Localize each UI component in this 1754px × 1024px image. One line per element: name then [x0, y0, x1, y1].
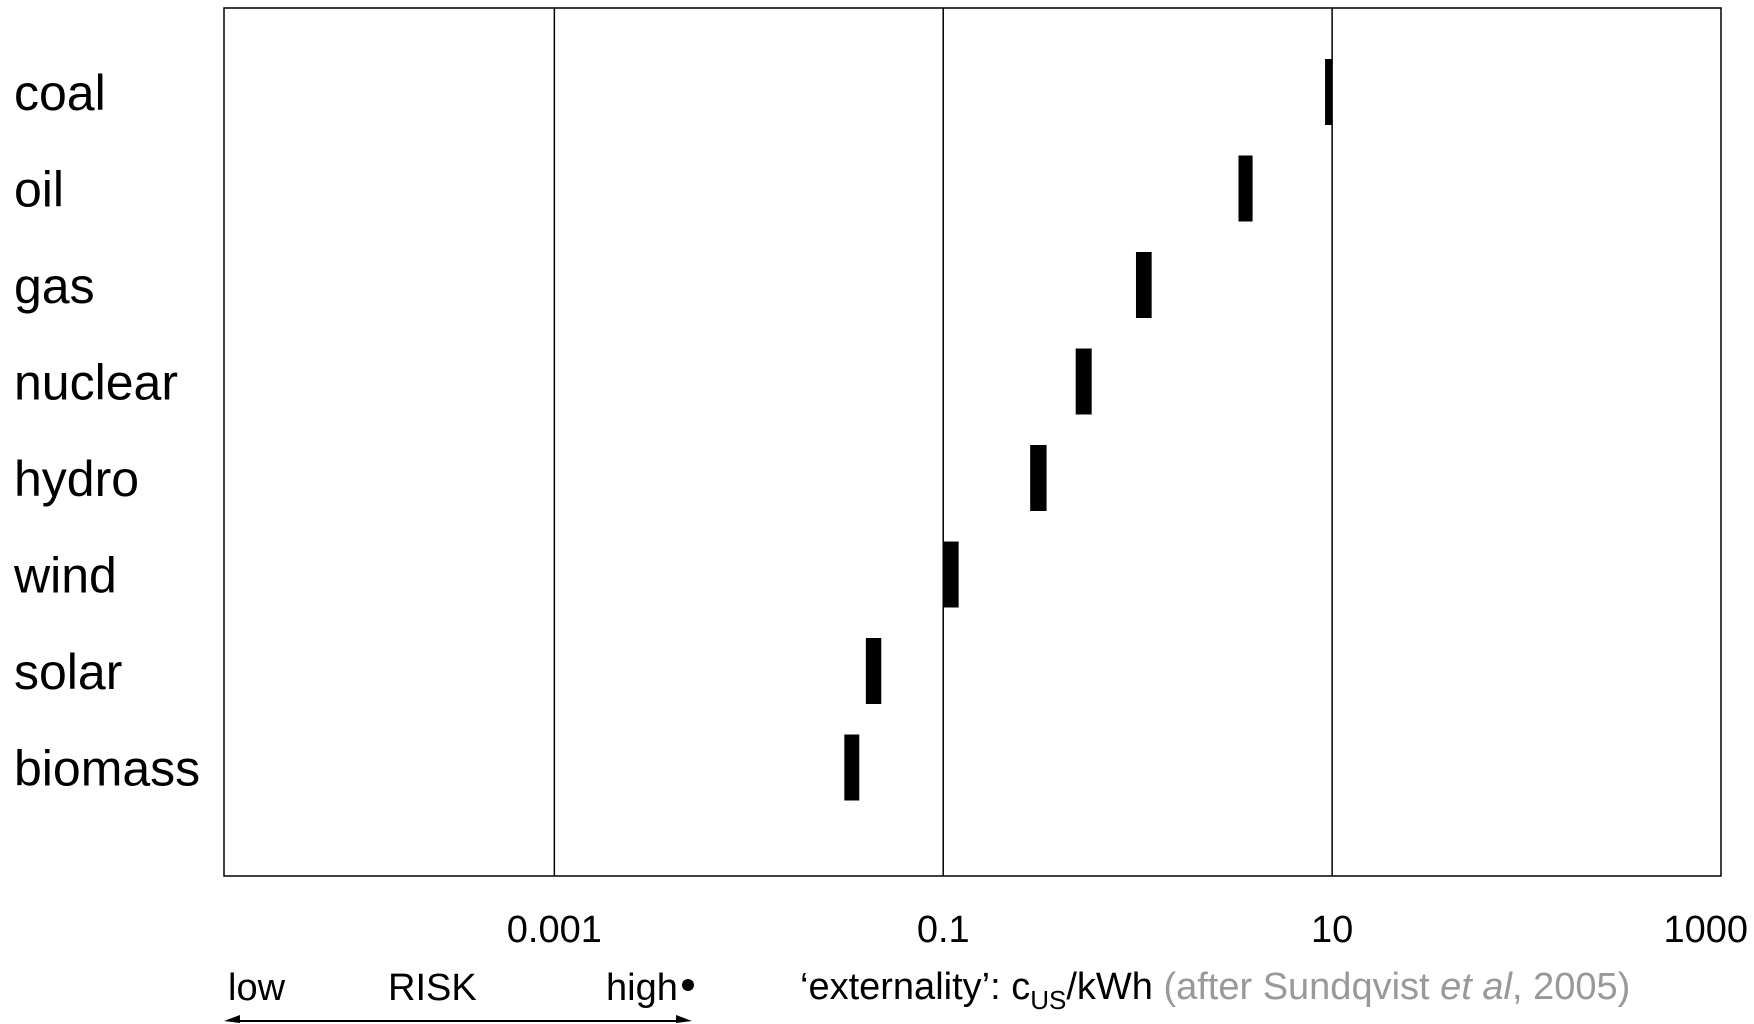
caption-prefix: ‘externality’: c — [800, 966, 1030, 1008]
bar-hydro — [1030, 445, 1047, 511]
category-label-biomass: biomass — [14, 741, 200, 797]
caption-source-italic: et al — [1440, 966, 1513, 1008]
x-axis-caption: ‘externality’: cUS/kWh (after Sundqvist … — [800, 966, 1630, 1015]
bar-solar — [865, 638, 882, 704]
x-tick-labels: 0.001 0.1 10 1000 — [507, 909, 1748, 951]
caption-source-open: (after Sundqvist — [1153, 966, 1440, 1008]
bar-coal — [1325, 59, 1333, 125]
risk-dot-marker — [682, 979, 694, 991]
bars-layer — [844, 59, 1333, 801]
risk-high-label: high — [606, 967, 678, 1009]
caption-source-close: , 2005) — [1512, 966, 1630, 1008]
risk-double-arrow — [224, 1015, 692, 1023]
risk-low-label: low — [228, 967, 286, 1009]
x-tick-label-0: 0.001 — [507, 909, 602, 951]
plot-frame — [223, 7, 1722, 877]
caption-suffix: /kWh — [1066, 966, 1153, 1008]
risk-title-label: RISK — [388, 967, 477, 1009]
bar-nuclear — [1075, 348, 1092, 415]
category-label-gas: gas — [14, 258, 95, 314]
category-label-oil: oil — [14, 162, 64, 218]
x-tick-label-1: 0.1 — [917, 909, 970, 951]
bar-gas — [1135, 252, 1152, 318]
x-tick-label-3: 1000 — [1663, 909, 1748, 951]
bar-wind — [943, 541, 959, 608]
x-tick-label-2: 10 — [1311, 909, 1353, 951]
category-label-hydro: hydro — [14, 451, 139, 507]
caption-subscript: US — [1030, 985, 1066, 1015]
category-label-solar: solar — [14, 644, 122, 700]
category-labels: coal oil gas nuclear hydro wind solar biomass — [13, 65, 200, 797]
category-label-nuclear: nuclear — [14, 355, 178, 411]
category-label-wind: wind — [13, 548, 117, 604]
bar-biomass — [844, 734, 860, 801]
category-label-coal: coal — [14, 65, 106, 121]
bar-oil — [1238, 155, 1253, 222]
grid-layer — [553, 8, 1333, 876]
